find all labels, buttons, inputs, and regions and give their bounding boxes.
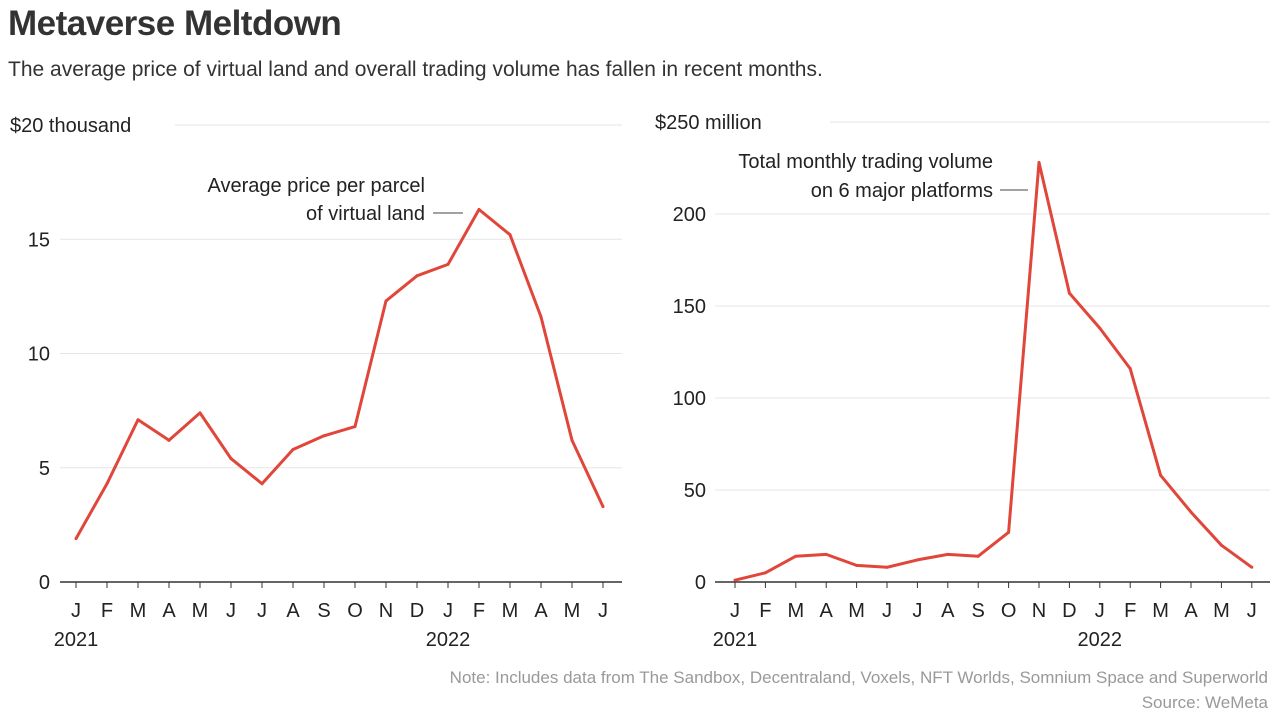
- x-tick-label: J: [1247, 600, 1257, 622]
- x-tick-label: F: [101, 600, 113, 622]
- data-point: [136, 418, 140, 422]
- data-point: [291, 447, 295, 451]
- series-annotation: on 6 major platforms: [811, 180, 993, 202]
- series-line: [74, 208, 605, 540]
- chart-subtitle: The average price of virtual land and ov…: [8, 58, 823, 81]
- data-point: [322, 434, 326, 438]
- x-tick-label: N: [379, 600, 393, 622]
- series-line: [734, 161, 1253, 582]
- data-point: [733, 578, 737, 582]
- data-point: [915, 558, 919, 562]
- data-point: [260, 482, 264, 486]
- year-label: 2022: [1078, 629, 1123, 651]
- data-point: [105, 482, 109, 486]
- x-tick-label: M: [787, 600, 804, 622]
- data-point: [1128, 367, 1132, 371]
- y-unit-label: $250 million: [655, 112, 762, 134]
- data-point: [74, 537, 78, 541]
- x-tick-label: J: [912, 600, 922, 622]
- y-tick-label: 200: [673, 204, 706, 226]
- data-point: [539, 315, 543, 319]
- y-tick-label: 100: [673, 388, 706, 410]
- data-point: [763, 571, 767, 575]
- x-tick-label: A: [941, 600, 955, 622]
- data-point: [477, 208, 481, 212]
- data-point: [946, 552, 950, 556]
- x-tick-label: N: [1032, 600, 1046, 622]
- data-point: [824, 552, 828, 556]
- year-label: 2022: [426, 629, 471, 651]
- x-tick-label: S: [972, 600, 985, 622]
- year-label: 2021: [54, 629, 99, 651]
- y-tick-label: 15: [28, 229, 50, 251]
- series-annotation: Total monthly trading volume: [738, 151, 993, 173]
- x-tick-label: M: [192, 600, 209, 622]
- data-point: [198, 411, 202, 415]
- x-tick-label: J: [443, 600, 453, 622]
- data-point: [976, 554, 980, 558]
- series-annotation: Average price per parcel: [207, 175, 425, 197]
- x-tick-label: M: [564, 600, 581, 622]
- series-annotation: of virtual land: [306, 203, 425, 225]
- y-tick-label: 10: [28, 344, 50, 366]
- x-tick-label: J: [882, 600, 892, 622]
- y-tick-label: 150: [673, 296, 706, 318]
- data-point: [885, 565, 889, 569]
- data-point: [353, 425, 357, 429]
- x-tick-label: A: [534, 600, 548, 622]
- source-credit: Source: WeMeta: [1141, 693, 1268, 712]
- data-point: [794, 554, 798, 558]
- x-tick-label: J: [1095, 600, 1105, 622]
- data-point: [1159, 473, 1163, 477]
- y-tick-label: 5: [39, 458, 50, 480]
- data-point: [1067, 291, 1071, 295]
- data-point: [229, 457, 233, 461]
- data-point: [446, 262, 450, 266]
- x-tick-label: J: [598, 600, 608, 622]
- x-tick-label: D: [410, 600, 424, 622]
- y-tick-label: 0: [39, 572, 50, 594]
- x-tick-label: J: [226, 600, 236, 622]
- x-tick-label: F: [1124, 600, 1136, 622]
- data-point: [1007, 530, 1011, 534]
- data-point: [601, 505, 605, 509]
- x-tick-label: D: [1062, 600, 1076, 622]
- data-point: [1037, 160, 1041, 164]
- x-tick-label: O: [1001, 600, 1017, 622]
- x-tick-label: M: [502, 600, 519, 622]
- x-tick-label: A: [286, 600, 300, 622]
- x-tick-label: J: [257, 600, 267, 622]
- data-point: [508, 233, 512, 237]
- x-tick-label: J: [730, 600, 740, 622]
- y-tick-label: 50: [684, 480, 706, 502]
- footnote: Note: Includes data from The Sandbox, De…: [449, 668, 1268, 687]
- y-tick-label: 0: [695, 572, 706, 594]
- x-tick-label: M: [1213, 600, 1230, 622]
- data-point: [570, 438, 574, 442]
- year-label: 2021: [713, 629, 758, 651]
- x-tick-label: A: [162, 600, 176, 622]
- data-point: [1098, 326, 1102, 330]
- chart-title: Metaverse Meltdown: [8, 4, 342, 43]
- x-tick-label: A: [1184, 600, 1198, 622]
- data-point: [1219, 543, 1223, 547]
- x-tick-label: S: [317, 600, 330, 622]
- x-tick-label: A: [820, 600, 834, 622]
- x-tick-label: J: [71, 600, 81, 622]
- data-point: [415, 274, 419, 278]
- data-point: [384, 299, 388, 303]
- x-tick-label: M: [1152, 600, 1169, 622]
- x-tick-label: O: [347, 600, 363, 622]
- y-unit-label: $20 thousand: [10, 115, 131, 137]
- data-point: [1189, 510, 1193, 514]
- data-point: [1250, 565, 1254, 569]
- x-tick-label: M: [130, 600, 147, 622]
- x-tick-label: F: [759, 600, 771, 622]
- x-tick-label: F: [473, 600, 485, 622]
- data-point: [855, 563, 859, 567]
- data-point: [167, 438, 171, 442]
- x-tick-label: M: [848, 600, 865, 622]
